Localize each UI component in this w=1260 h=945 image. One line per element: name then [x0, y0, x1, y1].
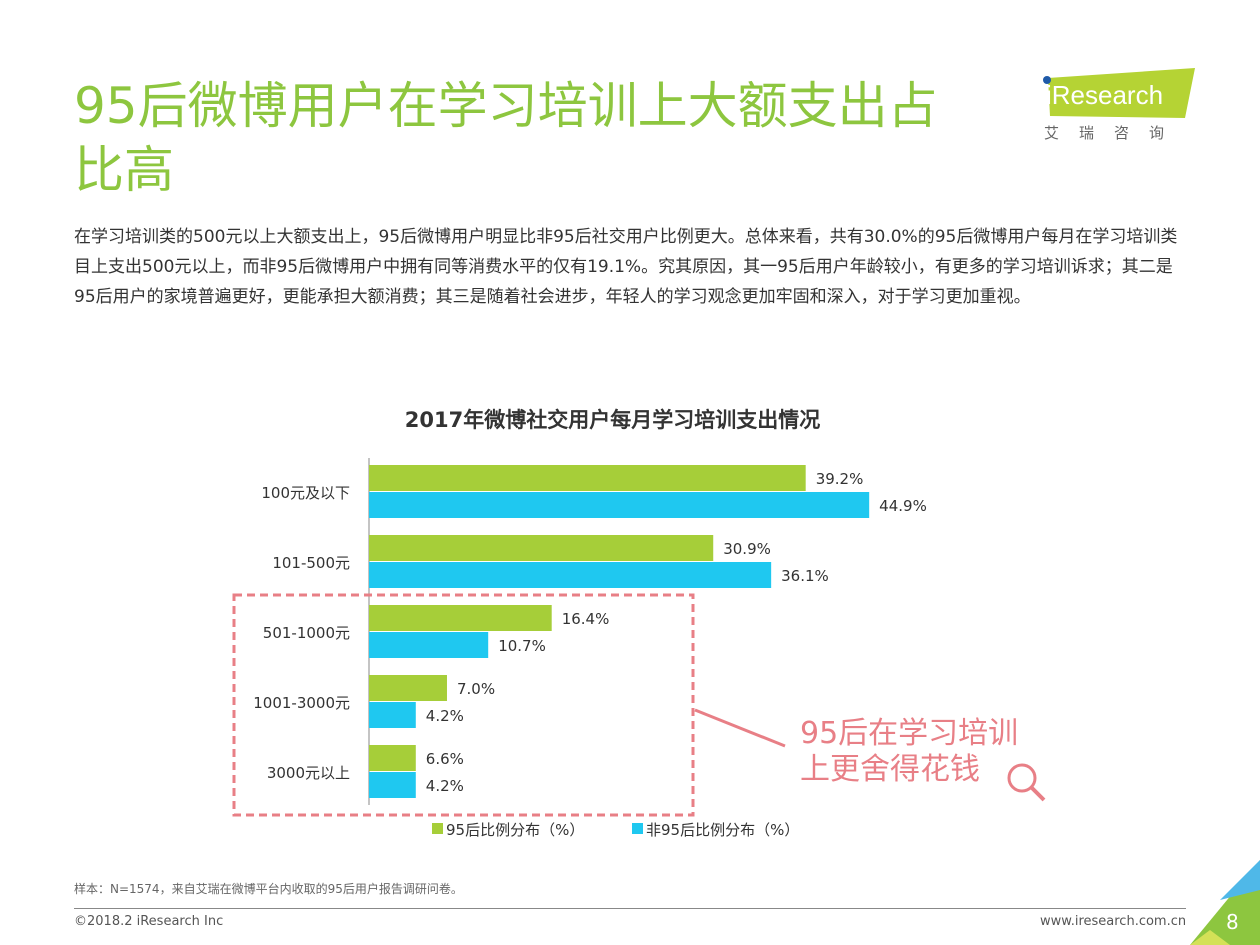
category-label: 101-500元: [272, 554, 350, 572]
page-title: 95后微博用户在学习培训上大额支出占比高: [74, 77, 938, 199]
legend-swatch: [432, 823, 443, 834]
data-label: 44.9%: [879, 497, 927, 515]
magnifier-handle: [1030, 786, 1046, 802]
category-label: 3000元以上: [267, 764, 350, 782]
data-label: 39.2%: [816, 470, 864, 488]
data-label: 6.6%: [426, 750, 464, 768]
data-label: 7.0%: [457, 680, 495, 698]
bar: [369, 492, 870, 518]
bar: [369, 562, 772, 588]
bar: [369, 605, 552, 631]
bar: [369, 465, 806, 491]
data-label: 4.2%: [426, 777, 464, 795]
legend-swatch: [632, 823, 643, 834]
footer-divider: [74, 908, 1186, 909]
bar: [369, 745, 416, 771]
category-label: 1001-3000元: [253, 694, 350, 712]
logo-subtitle: 艾瑞咨询: [1044, 124, 1185, 142]
chart-title: 2017年微博社交用户每月学习培训支出情况: [404, 408, 821, 432]
data-label: 4.2%: [426, 707, 464, 725]
page-number: 8: [1226, 910, 1239, 934]
sample-note: 样本：N=1574，来自艾瑞在微博平台内收取的95后用户报告调研问卷。: [74, 882, 463, 896]
callout-line: [694, 708, 786, 748]
magnifier-icon: [1007, 763, 1037, 793]
bar: [369, 772, 416, 798]
data-label: 30.9%: [723, 540, 771, 558]
bar: [369, 675, 447, 701]
data-label: 10.7%: [498, 637, 546, 655]
callout-line2: 上更舍得花钱: [800, 752, 980, 787]
category-label: 501-1000元: [263, 624, 350, 642]
bar: [369, 535, 714, 561]
callout-text: 95后在学习培训 上更舍得花钱: [800, 716, 1018, 788]
category-label: 100元及以下: [261, 484, 350, 502]
website-link[interactable]: www.iresearch.com.cn: [1040, 914, 1187, 929]
callout-line1: 95后在学习培训: [800, 716, 1019, 751]
corner-decoration: [1190, 860, 1260, 945]
svg-text:iResearch: iResearch: [1046, 80, 1163, 110]
highlight-box: [232, 593, 695, 817]
bar: [369, 632, 489, 658]
iresearch-logo: iResearch: [1043, 68, 1195, 118]
data-label: 36.1%: [781, 567, 829, 585]
legend-label: 非95后比例分布（%）: [646, 821, 799, 839]
copyright: ©2018.2 iResearch Inc: [74, 914, 224, 929]
legend-label: 95后比例分布（%）: [446, 821, 584, 839]
body-text: 在学习培训类的500元以上大额支出上，95后微博用户明显比非95后社交用户比例更…: [74, 227, 1178, 307]
bar: [369, 702, 416, 728]
data-label: 16.4%: [562, 610, 610, 628]
